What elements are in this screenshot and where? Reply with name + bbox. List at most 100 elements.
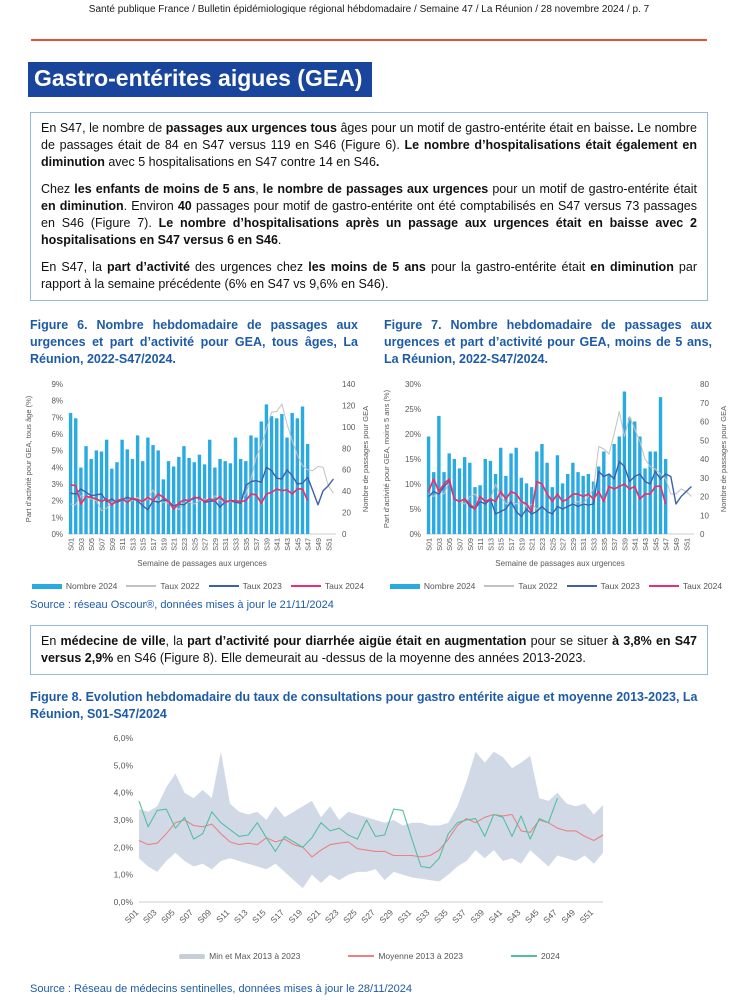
- bar: [493, 474, 498, 534]
- text-run-bold: les enfants de moins de 5 ans: [74, 182, 256, 197]
- x-tick-label: S49: [314, 538, 323, 551]
- bar: [591, 481, 596, 534]
- y-right-tick-label: 60: [342, 466, 351, 475]
- y-right-tick-label: 100: [342, 423, 356, 432]
- legend-label: Taux 2022: [160, 581, 200, 591]
- summary-paragraph-enfants: Chez les enfants de moins de 5 ans, le n…: [41, 181, 697, 248]
- bar: [166, 461, 171, 534]
- text-run-bold: le nombre de passages aux urgences: [262, 182, 489, 197]
- legend-swatch: [510, 955, 537, 957]
- bar: [504, 475, 508, 535]
- bar: [74, 418, 78, 534]
- bar: [442, 472, 446, 535]
- bar: [483, 459, 487, 534]
- x-tick-label: S05: [159, 907, 177, 925]
- x-tick-label: S33: [232, 538, 241, 551]
- bar: [135, 435, 140, 534]
- bar: [462, 457, 467, 535]
- bar: [627, 417, 632, 534]
- x-tick-label: S51: [578, 907, 596, 925]
- bar: [104, 439, 109, 534]
- bar: [300, 406, 305, 534]
- x-tick-label: S01: [67, 538, 76, 551]
- bar: [223, 461, 227, 534]
- x-tick-label: S33: [414, 907, 432, 925]
- bar: [633, 421, 637, 534]
- figure7-caption: Figure 7. Nombre hebdomadaire de passage…: [384, 318, 712, 366]
- bar: [602, 451, 606, 534]
- text-run-bold: en diminution: [41, 199, 124, 213]
- y-right-tick-label: 60: [700, 418, 709, 427]
- legend-swatch: [126, 585, 157, 587]
- legend-item-nombre-2024: Nombre 2024: [31, 581, 118, 591]
- bar: [653, 451, 658, 534]
- bar: [432, 472, 436, 535]
- legend-label: Nombre 2024: [65, 581, 118, 591]
- y-right-tick-label: 120: [342, 401, 356, 410]
- bar: [617, 436, 621, 534]
- x-tick-label: S09: [108, 538, 117, 551]
- legend-swatch: [566, 585, 597, 587]
- y-left-tick-label: 25%: [405, 405, 421, 414]
- y-left-tick-label: 9%: [51, 380, 63, 389]
- x-tick-label: S03: [435, 538, 444, 551]
- x-tick-label: S17: [507, 538, 516, 551]
- legend-swatch: [179, 953, 206, 959]
- x-tick-label: S35: [600, 538, 609, 551]
- fig6-chart-svg: 0% 1% 2% 3% 4% 5% 6% 7% 8% 9% 0 20 40 60 80 100 120 140 S0…: [24, 380, 370, 568]
- y-left-tick-label: 6%: [51, 430, 63, 439]
- legend-label: Taux 2024: [682, 581, 723, 591]
- y-left-tick-label: 8%: [51, 397, 63, 406]
- legend-swatch: [484, 585, 515, 587]
- bar: [571, 462, 575, 534]
- legend-swatch: [348, 955, 375, 957]
- bar: [447, 453, 451, 535]
- x-tick-label: S43: [505, 907, 523, 925]
- text-run-bold: les moins de 5 ans: [308, 260, 426, 275]
- bar: [161, 479, 166, 534]
- text-run: Chez: [41, 182, 75, 197]
- x-tick-label: S27: [201, 538, 210, 551]
- x-tick-label: S23: [323, 907, 341, 925]
- y-right-tick-label: 80: [700, 380, 709, 389]
- x-tick-label: S51: [682, 538, 691, 551]
- bar: [94, 450, 99, 534]
- y-left-tick-label: 30%: [405, 380, 421, 389]
- legend-label: Taux 2024: [324, 581, 365, 591]
- y-right-tick-label: 0: [342, 530, 347, 539]
- bar: [285, 437, 289, 534]
- x-tick-label: S05: [87, 538, 96, 551]
- bar: [228, 463, 233, 534]
- bar: [208, 439, 212, 534]
- bar: [130, 459, 135, 534]
- text-run-bold: .: [375, 154, 380, 169]
- legend-label: Taux 2023: [600, 581, 640, 591]
- x-tick-label: S41: [273, 538, 282, 551]
- x-tick-label: S37: [252, 538, 261, 551]
- bar: [182, 446, 186, 534]
- text-run: en S46 (Figure 8). Elle demeurait au -de…: [113, 650, 586, 665]
- x-tick-label: S21: [528, 538, 537, 551]
- x-tick-label: S11: [118, 538, 127, 550]
- legend-label: Nombre 2024: [423, 581, 476, 591]
- legend-item-2024: 2024: [510, 951, 560, 961]
- series-moyenne-2013-2023: [138, 813, 604, 858]
- bar: [275, 418, 279, 534]
- bar: [141, 461, 145, 534]
- text-run-bold: passages aux urgences tous: [165, 121, 337, 135]
- x-tick-label: S49: [559, 907, 577, 925]
- legend-item-taux-2024: Taux 2024: [290, 581, 365, 591]
- legend-label: Taux 2023: [242, 581, 282, 591]
- y-left-tick-label: 0%: [409, 530, 421, 539]
- x-tick-label: S11: [476, 538, 485, 550]
- y-right-tick-label: 70: [700, 399, 709, 408]
- bar: [197, 454, 202, 534]
- series-nombre-2024: [426, 391, 668, 535]
- bar: [110, 468, 114, 534]
- text-run: En: [41, 634, 61, 648]
- bar: [146, 437, 150, 534]
- x-tick-label: S37: [450, 907, 468, 925]
- y-left-axis-label: Part d'activité pour GEA, moins 5 ans (%…: [382, 389, 391, 528]
